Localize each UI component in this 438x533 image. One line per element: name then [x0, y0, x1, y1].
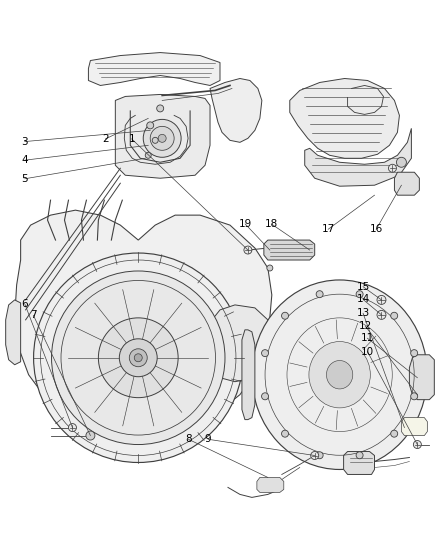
Ellipse shape	[34, 253, 243, 463]
Ellipse shape	[309, 342, 370, 408]
Circle shape	[377, 295, 386, 304]
Text: 7: 7	[30, 310, 37, 320]
Circle shape	[68, 424, 77, 432]
Circle shape	[411, 350, 418, 357]
Text: 14: 14	[357, 294, 370, 304]
Polygon shape	[210, 305, 270, 382]
Text: 19: 19	[239, 219, 252, 229]
Polygon shape	[242, 330, 255, 419]
Ellipse shape	[326, 360, 353, 389]
Circle shape	[152, 138, 158, 143]
Ellipse shape	[129, 349, 147, 367]
Text: 2: 2	[102, 134, 109, 144]
Polygon shape	[6, 300, 21, 365]
Text: 5: 5	[21, 174, 28, 184]
Circle shape	[391, 312, 398, 319]
Circle shape	[86, 431, 95, 440]
Polygon shape	[115, 94, 210, 178]
Text: 12: 12	[359, 321, 372, 331]
Ellipse shape	[158, 134, 166, 142]
Text: 18: 18	[265, 219, 278, 229]
Circle shape	[356, 452, 363, 459]
Circle shape	[389, 164, 396, 172]
Ellipse shape	[143, 119, 181, 157]
Text: 10: 10	[361, 346, 374, 357]
Circle shape	[157, 105, 164, 112]
Circle shape	[391, 430, 398, 437]
Polygon shape	[257, 478, 284, 492]
Circle shape	[411, 393, 418, 400]
Polygon shape	[290, 78, 399, 158]
Text: 15: 15	[357, 282, 370, 292]
Ellipse shape	[252, 280, 427, 470]
Ellipse shape	[119, 339, 157, 377]
Polygon shape	[88, 53, 220, 85]
Circle shape	[377, 310, 386, 319]
Polygon shape	[401, 417, 427, 435]
Polygon shape	[210, 78, 262, 142]
Circle shape	[282, 430, 289, 437]
Ellipse shape	[99, 318, 178, 398]
Text: 4: 4	[21, 155, 28, 165]
Text: 16: 16	[370, 224, 383, 235]
Text: 3: 3	[21, 136, 28, 147]
Circle shape	[147, 122, 154, 129]
Text: 11: 11	[361, 333, 374, 343]
Ellipse shape	[52, 271, 225, 445]
Circle shape	[413, 441, 421, 449]
Circle shape	[244, 246, 252, 254]
Polygon shape	[395, 172, 419, 195]
Text: 9: 9	[205, 434, 212, 445]
Circle shape	[261, 350, 268, 357]
Polygon shape	[14, 210, 272, 432]
Circle shape	[316, 452, 323, 459]
Text: 17: 17	[321, 224, 335, 235]
Circle shape	[316, 290, 323, 297]
Text: 13: 13	[357, 308, 370, 318]
Ellipse shape	[134, 354, 142, 362]
Polygon shape	[264, 240, 314, 260]
Circle shape	[261, 393, 268, 400]
Text: 6: 6	[21, 298, 28, 309]
Circle shape	[145, 152, 151, 158]
Circle shape	[356, 290, 363, 297]
Circle shape	[267, 265, 273, 271]
Text: 1: 1	[128, 134, 135, 144]
Text: 8: 8	[185, 434, 192, 445]
Circle shape	[396, 157, 406, 167]
Polygon shape	[410, 355, 434, 400]
Polygon shape	[305, 128, 411, 186]
Polygon shape	[343, 451, 374, 474]
Ellipse shape	[150, 126, 174, 150]
Circle shape	[282, 312, 289, 319]
Circle shape	[311, 451, 319, 459]
